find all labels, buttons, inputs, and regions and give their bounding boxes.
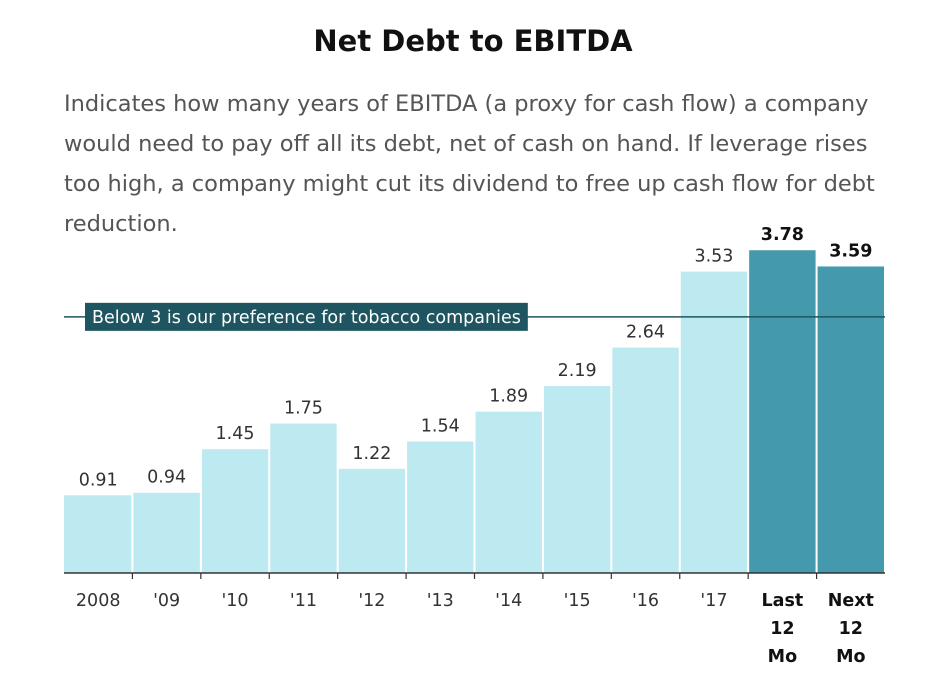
bar-8 bbox=[543, 386, 611, 573]
chart-subtitle: Indicates how many years of EBITDA (a pr… bbox=[64, 91, 875, 237]
tick-label-3: '10 bbox=[221, 591, 248, 611]
value-label-5: 1.22 bbox=[352, 444, 391, 464]
tick-label-9: '16 bbox=[632, 591, 659, 611]
reference-line-group: Below 3 is our preference for tobacco co… bbox=[64, 302, 885, 331]
tick-label-5: '12 bbox=[358, 591, 385, 611]
value-label-4: 1.75 bbox=[284, 399, 323, 419]
tick-label-7: '14 bbox=[495, 591, 522, 611]
value-label-8: 2.19 bbox=[558, 361, 597, 381]
bar-7 bbox=[475, 411, 542, 573]
bar-11 bbox=[749, 250, 816, 573]
bar-2 bbox=[133, 492, 200, 573]
value-labels: 0.91 0.94 1.45 1.75 1.22 1.54 1.89 2.19 2.64 3.53… bbox=[79, 225, 873, 490]
value-label-2: 0.94 bbox=[147, 468, 186, 488]
reference-label-background bbox=[85, 302, 528, 331]
x-axis-tick-labels: 2008 '09 '10 '11 '12 '13 '14 '15 '16 '17 Last 12 Mo N… bbox=[76, 591, 874, 667]
value-label-11: 3.78 bbox=[761, 225, 804, 245]
value-label-7: 1.89 bbox=[489, 387, 528, 407]
bar-9 bbox=[612, 347, 679, 573]
bars bbox=[64, 250, 884, 573]
reference-label: Below 3 is our preference for tobacco co… bbox=[92, 308, 521, 328]
tick-label-11: Last 12 Mo bbox=[762, 591, 804, 667]
bar-12 bbox=[817, 266, 884, 573]
tick-label-8: '15 bbox=[564, 591, 591, 611]
value-label-12: 3.59 bbox=[829, 241, 872, 261]
tick-label-10: '17 bbox=[700, 591, 727, 611]
tick-label-12: Next 12 Mo bbox=[828, 591, 874, 667]
bar-4 bbox=[270, 423, 337, 573]
x-axis-ticks bbox=[131, 573, 818, 579]
bar-3 bbox=[201, 449, 269, 573]
bar-6 bbox=[407, 441, 474, 573]
value-label-6: 1.54 bbox=[421, 417, 460, 437]
tick-label-2: '09 bbox=[153, 591, 180, 611]
bar-5 bbox=[338, 468, 406, 573]
bar-1 bbox=[64, 495, 132, 573]
tick-label-6: '13 bbox=[427, 591, 454, 611]
value-label-10: 3.53 bbox=[694, 247, 733, 267]
bar-10 bbox=[680, 271, 748, 573]
tick-label-4: '11 bbox=[290, 591, 317, 611]
chart-title: Net Debt to EBITDA bbox=[313, 24, 633, 58]
value-label-1: 0.91 bbox=[79, 470, 118, 490]
value-label-3: 1.45 bbox=[216, 424, 255, 444]
value-label-9: 2.64 bbox=[626, 323, 665, 343]
tick-label-1: 2008 bbox=[76, 591, 121, 611]
